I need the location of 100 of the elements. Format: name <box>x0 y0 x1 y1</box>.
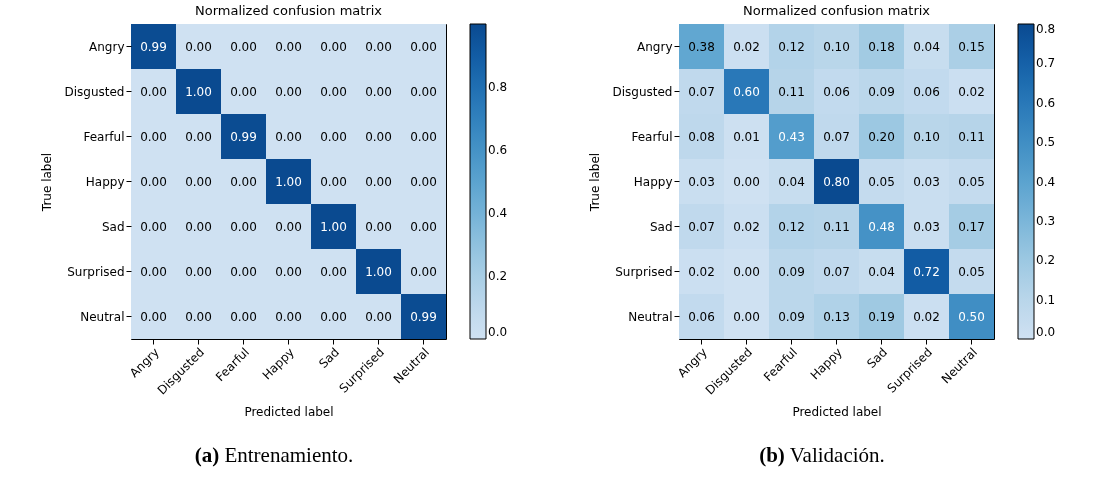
data-label: 0.00 <box>320 174 347 189</box>
data-label: 0.02 <box>688 264 715 279</box>
data-label: 0.00 <box>185 174 212 189</box>
data-label: 0.38 <box>688 39 715 54</box>
data-label: 0.03 <box>688 174 715 189</box>
data-label: 0.99 <box>230 129 257 144</box>
text: (b) Validación. <box>759 443 885 468</box>
data-label: 0.00 <box>185 219 212 234</box>
data-label: 0.11 <box>958 129 985 144</box>
data-label: 0.00 <box>365 39 392 54</box>
text: (a) Entrenamiento. <box>194 443 354 468</box>
data-label: 0.99 <box>410 309 437 324</box>
data-label: 0.00 <box>733 264 760 279</box>
data-label: 0.00 <box>275 129 302 144</box>
data-label: 0.07 <box>823 264 850 279</box>
color-bar-label: 0.2 <box>1036 253 1056 268</box>
color-bar-label: 0.0 <box>1036 325 1056 339</box>
data-label: 0.00 <box>733 309 760 324</box>
y-tick-label: Disgusted <box>612 84 673 99</box>
data-label: 0.06 <box>688 309 715 324</box>
data-label: 0.00 <box>230 219 257 234</box>
data-label: 0.00 <box>320 84 347 99</box>
data-label: 0.08 <box>688 129 715 144</box>
data-label: 0.09 <box>778 264 805 279</box>
y-tick-label: Happy <box>633 174 673 189</box>
data-label: 0.02 <box>913 309 940 324</box>
data-label: 0.60 <box>733 84 760 99</box>
data-label: 1.00 <box>365 264 392 279</box>
x-axis-title: Predicted label <box>792 404 882 419</box>
data-label: 0.00 <box>410 264 437 279</box>
x-axis-title: Predicted label <box>244 404 334 419</box>
data-label: 0.04 <box>913 39 940 54</box>
data-label: 0.00 <box>365 219 392 234</box>
data-label: 0.00 <box>733 174 760 189</box>
data-label: 0.00 <box>230 39 257 54</box>
data-label: 0.17 <box>958 219 985 234</box>
y-tick-label: Sad <box>649 219 673 234</box>
data-label: 1.00 <box>275 174 302 189</box>
data-label: 0.00 <box>410 174 437 189</box>
data-label: 0.00 <box>140 84 167 99</box>
data-label: 0.00 <box>320 309 347 324</box>
data-label: 0.00 <box>320 264 347 279</box>
data-label: 0.00 <box>410 129 437 144</box>
data-label: 0.00 <box>365 129 392 144</box>
data-label: 0.05 <box>958 264 985 279</box>
data-label: 0.00 <box>140 309 167 324</box>
data-label: 0.43 <box>778 129 805 144</box>
data-label: 0.02 <box>733 39 760 54</box>
color-bar-label: 0.0 <box>488 325 508 339</box>
data-label: 0.00 <box>320 129 347 144</box>
data-label: 0.09 <box>778 309 805 324</box>
data-label: 0.11 <box>823 219 850 234</box>
data-label: 0.00 <box>140 264 167 279</box>
data-label: 0.15 <box>958 39 985 54</box>
data-label: 0.00 <box>275 39 302 54</box>
data-label: 0.00 <box>185 129 212 144</box>
data-label: 0.00 <box>185 309 212 324</box>
color-bar-label: 0.4 <box>1036 174 1056 189</box>
data-label: 0.04 <box>868 264 895 279</box>
data-label: 0.00 <box>275 309 302 324</box>
data-label: 0.05 <box>868 174 895 189</box>
color-bar-label: 0.8 <box>1036 22 1056 36</box>
data-label: 0.18 <box>868 39 895 54</box>
data-label: 0.03 <box>913 219 940 234</box>
data-label: 0.00 <box>230 264 257 279</box>
y-axis-title: True label <box>40 152 55 213</box>
data-label: 0.00 <box>140 219 167 234</box>
data-label: 0.07 <box>688 84 715 99</box>
data-label: 1.00 <box>185 84 212 99</box>
data-label: 0.00 <box>320 39 347 54</box>
data-label: 0.07 <box>688 219 715 234</box>
color-bar-label: 0.3 <box>1036 213 1056 228</box>
color-bar-label: 0.1 <box>1036 292 1056 307</box>
data-label: 0.00 <box>275 219 302 234</box>
data-label: 0.06 <box>823 84 850 99</box>
data-label: 0.99 <box>140 39 167 54</box>
data-label: 0.01 <box>733 129 760 144</box>
data-label: 0.03 <box>913 174 940 189</box>
data-label: 0.00 <box>275 84 302 99</box>
data-label: 0.09 <box>868 84 895 99</box>
data-label: 0.50 <box>958 309 985 324</box>
data-label: 0.00 <box>275 264 302 279</box>
data-label: 0.12 <box>778 39 805 54</box>
data-label: 0.00 <box>140 174 167 189</box>
chart-title: Normalized confusion matrix <box>194 3 383 18</box>
data-label: 0.00 <box>185 39 212 54</box>
data-label: 0.12 <box>778 219 805 234</box>
data-label: 0.13 <box>823 309 850 324</box>
y-tick-label: Surprised <box>67 264 125 279</box>
data-label: 0.20 <box>868 129 895 144</box>
data-label: 0.04 <box>778 174 805 189</box>
data-label: 0.72 <box>913 264 940 279</box>
data-label: 0.00 <box>365 84 392 99</box>
color-bar-label: 0.2 <box>488 269 508 283</box>
y-axis-title: True label <box>588 152 603 213</box>
data-label: 0.05 <box>958 174 985 189</box>
data-label: 0.00 <box>230 174 257 189</box>
data-label: 0.00 <box>410 84 437 99</box>
y-tick-label: Happy <box>85 174 125 189</box>
y-tick-label: Fearful <box>83 129 125 144</box>
